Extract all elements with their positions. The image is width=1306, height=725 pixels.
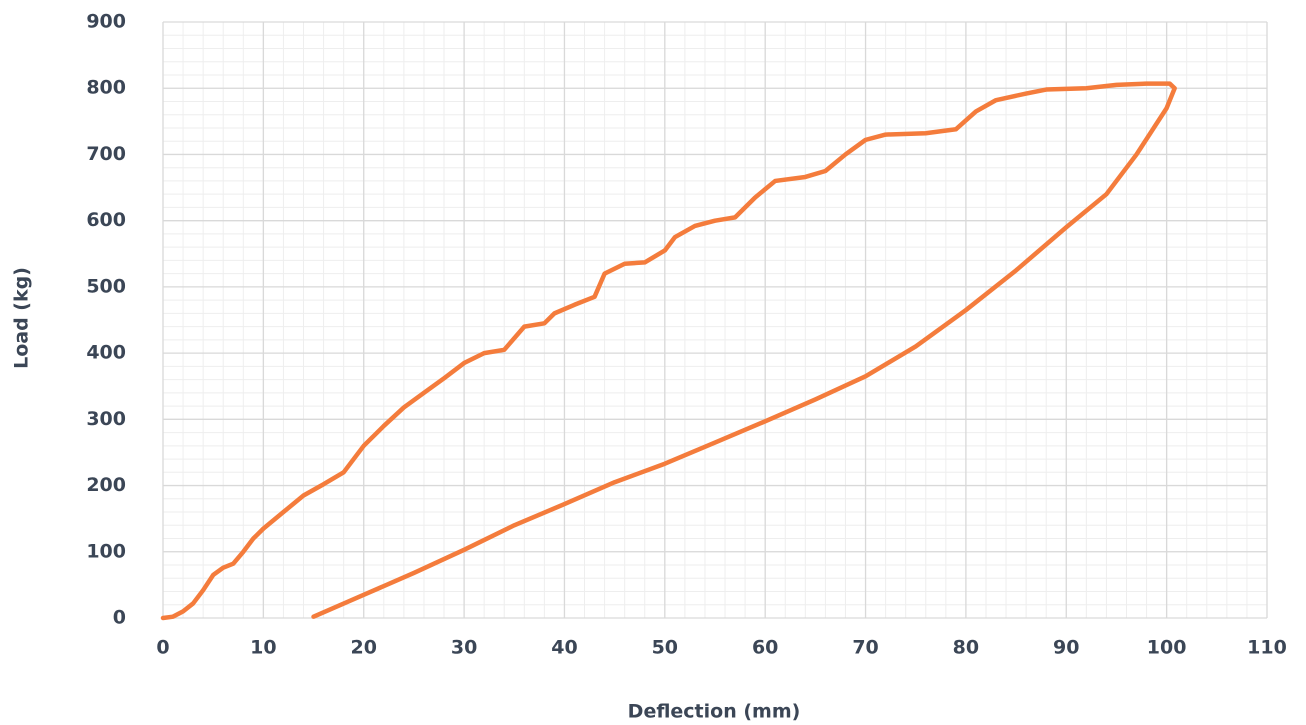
x-tick-label: 50 [652,637,678,659]
y-tick-label: 500 [86,275,126,297]
y-tick-label: 900 [86,11,126,33]
y-tick-label: 100 [86,540,126,562]
y-tick-label: 300 [86,408,126,430]
x-tick-label: 80 [953,637,979,659]
y-tick-label: 600 [86,209,126,231]
x-tick-label: 70 [852,637,878,659]
x-tick-label: 100 [1147,637,1187,659]
x-tick-label: 30 [451,637,477,659]
y-tick-label: 400 [86,342,126,364]
x-tick-label: 0 [156,637,169,659]
y-tick-label: 800 [86,77,126,99]
x-tick-label: 60 [752,637,778,659]
y-tick-label: 200 [86,474,126,496]
x-tick-label: 90 [1053,637,1079,659]
y-axis-title: Load (kg) [11,267,33,369]
x-tick-label: 40 [551,637,577,659]
x-axis-title: Deflection (mm) [628,701,801,723]
y-tick-label: 0 [113,607,126,629]
data-line [160,81,1177,621]
x-tick-label: 10 [250,637,276,659]
x-tick-label: 110 [1247,637,1287,659]
y-tick-label: 700 [86,143,126,165]
x-tick-label: 20 [351,637,377,659]
